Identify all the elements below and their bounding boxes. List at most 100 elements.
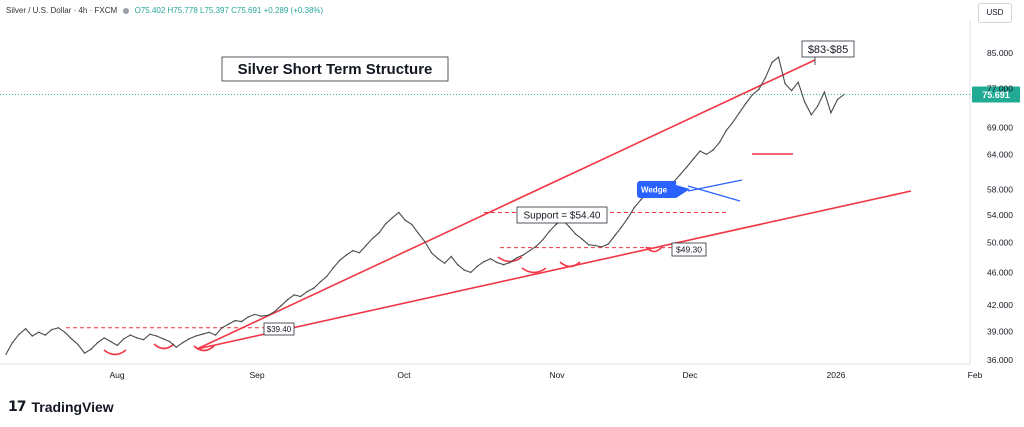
symbol-label[interactable]: Silver / U.S. Dollar · 4h · FXCM: [6, 6, 118, 15]
price-point: [633, 206, 636, 208]
price-point: [581, 238, 583, 240]
price-point: [326, 275, 328, 277]
price-point: [345, 254, 348, 256]
price-point: [90, 348, 92, 350]
chart-title: Silver Short Term Structure: [238, 61, 433, 78]
price-point: [188, 338, 190, 340]
price-point: [391, 217, 393, 219]
tradingview-logo[interactable]: 17 TradingView: [8, 399, 114, 415]
price-point: [273, 311, 276, 313]
wedge-lower-line: [687, 185, 741, 202]
price-point: [339, 259, 341, 261]
price-point: [450, 255, 452, 258]
y-tick-label: 50.000: [987, 238, 1013, 248]
ohlc-readout: O75.402 H75.778 L75.397 C75.691 +0.289 (…: [134, 6, 324, 15]
price-point: [129, 334, 132, 336]
x-tick-label: Nov: [549, 370, 565, 380]
x-tick-label: Sep: [249, 370, 264, 380]
price-point: [116, 344, 119, 347]
price-point: [555, 223, 557, 226]
price-point: [601, 246, 603, 248]
price-point: [404, 219, 407, 222]
pivot-label-box: [263, 322, 295, 336]
last-price-label: 75.691: [982, 90, 1010, 100]
swing-low-arc: [559, 261, 581, 268]
price-point: [83, 352, 86, 354]
price-point: [679, 173, 681, 176]
price-point: [38, 331, 40, 333]
support-label: Support = $54.40: [523, 211, 600, 222]
last-price-badge: [972, 86, 1020, 103]
price-point: [162, 338, 164, 340]
price-point: [70, 338, 73, 340]
price-point: [588, 244, 590, 246]
price-point: [149, 333, 151, 335]
price-point: [529, 249, 531, 252]
price-point: [11, 341, 14, 344]
price-point: [745, 102, 747, 105]
currency-button[interactable]: USD: [978, 3, 1012, 23]
price-point: [790, 89, 793, 92]
upper-trendline: [196, 59, 816, 350]
y-tick-label: 36.000: [987, 355, 1013, 365]
price-point: [214, 334, 217, 336]
price-point: [489, 258, 492, 260]
price-point: [718, 141, 721, 143]
price-point: [620, 226, 623, 228]
price-point: [142, 339, 145, 341]
y-tick-label: 58.000: [987, 185, 1013, 195]
price-point: [535, 245, 537, 247]
price-point: [299, 295, 302, 298]
price-point: [457, 264, 459, 266]
price-point: [44, 334, 46, 336]
price-point: [836, 98, 839, 101]
price-point: [509, 261, 511, 264]
price-point: [777, 56, 780, 58]
wedge-upper-line: [687, 179, 743, 192]
price-point: [136, 337, 138, 339]
price-point: [483, 261, 485, 263]
price-point: [208, 331, 210, 333]
price-point: [804, 101, 806, 103]
price-point: [817, 105, 819, 107]
swing-low-arc: [521, 267, 547, 274]
price-point: [352, 249, 354, 252]
price-point: [18, 333, 20, 335]
price-point: [823, 91, 826, 93]
price-series-line: [5, 56, 845, 355]
x-tick-label: Oct: [397, 370, 411, 380]
x-tick-label: 2026: [827, 370, 846, 380]
price-point: [64, 331, 66, 333]
price-point: [548, 230, 551, 233]
y-tick-label: 42.000: [987, 300, 1013, 310]
target-label: $83-$85: [808, 44, 848, 56]
price-point: [51, 328, 53, 331]
price-point: [182, 341, 184, 344]
price-point: [110, 340, 112, 343]
price-point: [516, 257, 518, 259]
price-point: [594, 244, 596, 247]
swing-low-arc: [153, 343, 175, 350]
logo-text: TradingView: [31, 399, 114, 415]
price-point: [476, 265, 479, 267]
wedge-label: Wedge: [641, 186, 668, 195]
price-point: [692, 158, 695, 160]
price-point: [705, 153, 708, 156]
price-point: [640, 198, 642, 201]
price-point: [313, 287, 315, 289]
chart-header: Silver / U.S. Dollar · 4h · FXCM O75.402…: [6, 6, 323, 15]
price-point: [443, 262, 446, 264]
y-tick-label: 85.000: [987, 48, 1013, 58]
pivot-label: $39.40: [267, 325, 292, 334]
price-point: [607, 243, 609, 245]
price-point: [411, 223, 413, 226]
tradingview-mark-icon: 17: [8, 399, 27, 415]
price-point: [319, 281, 321, 283]
price-point: [463, 269, 465, 271]
price-point: [234, 319, 236, 322]
price-point: [365, 244, 367, 247]
price-point: [751, 94, 753, 96]
price-point: [725, 129, 727, 132]
price-point: [286, 299, 289, 301]
